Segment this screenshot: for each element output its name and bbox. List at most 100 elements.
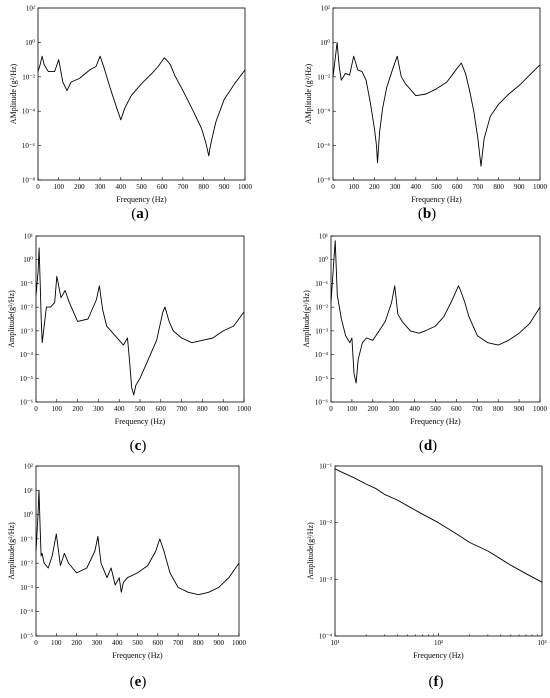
x-tick-label: 500 bbox=[135, 405, 146, 413]
y-tick-label: 10⁻¹ bbox=[20, 535, 33, 543]
y-tick-label: 10⁻³ bbox=[315, 327, 328, 335]
x-tick-label: 200 bbox=[74, 183, 85, 191]
y-tick-label: 10¹ bbox=[24, 487, 33, 495]
x-axis-label: Frequency (Hz) bbox=[410, 417, 461, 426]
axes-frame bbox=[334, 465, 543, 637]
y-tick-label: 10⁻⁴ bbox=[319, 633, 333, 641]
x-tick-label: 100 bbox=[347, 405, 358, 413]
x-tick-label: 1000 bbox=[232, 639, 247, 647]
x-tick-label: 10³ bbox=[537, 639, 546, 647]
y-tick-label: 10² bbox=[321, 5, 330, 13]
axes-frame bbox=[35, 465, 240, 637]
y-tick-label: 10⁻⁶ bbox=[317, 142, 331, 150]
x-tick-label: 900 bbox=[219, 183, 230, 191]
y-tick-label: 10² bbox=[24, 463, 33, 471]
x-tick-label: 500 bbox=[430, 405, 441, 413]
x-tick-label: 800 bbox=[197, 405, 208, 413]
axes-frame bbox=[330, 235, 541, 403]
y-tick-label: 10⁻⁸ bbox=[317, 177, 331, 185]
x-tick-label: 0 bbox=[36, 183, 40, 191]
x-tick-label: 0 bbox=[34, 405, 38, 413]
x-tick-label: 700 bbox=[472, 405, 483, 413]
y-tick-label: 10⁻³ bbox=[20, 327, 33, 335]
y-tick-label: 10⁻⁵ bbox=[20, 375, 34, 383]
x-tick-label: 700 bbox=[473, 183, 484, 191]
data-series-line bbox=[35, 489, 240, 596]
chart-panel-c: 0 100 200 300 400 500 600 700 800 900 1000 10⁻⁶ 10⁻⁵… bbox=[7, 233, 252, 455]
x-tick-label: 700 bbox=[176, 405, 187, 413]
y-axis-label: Amplitude(g²/Hz) bbox=[7, 290, 16, 348]
x-tick-label: 800 bbox=[193, 639, 204, 647]
x-tick-label: 800 bbox=[198, 183, 209, 191]
y-axis-label: Amplitude(g²/Hz) bbox=[7, 522, 16, 580]
y-tick-label: 10⁻⁵ bbox=[315, 375, 329, 383]
y-tick-label: 10⁻² bbox=[319, 519, 332, 527]
y-axis-label: Amplitude(g²/Hz) bbox=[306, 522, 315, 580]
x-tick-label: 200 bbox=[368, 405, 379, 413]
y-tick-label: 10⁻² bbox=[317, 73, 330, 81]
y-tick-label: 10⁻³ bbox=[20, 584, 33, 592]
x-tick-label: 300 bbox=[390, 183, 401, 191]
y-tick-label: 10⁻⁶ bbox=[22, 142, 36, 150]
y-tick-label: 10⁰ bbox=[320, 39, 330, 47]
x-tick-label: 0 bbox=[331, 183, 335, 191]
y-tick-label: 10⁻⁶ bbox=[315, 399, 329, 407]
x-tick-label: 400 bbox=[112, 639, 123, 647]
y-tick-label: 10⁻² bbox=[20, 304, 33, 312]
x-tick-label: 100 bbox=[53, 183, 64, 191]
x-axis-label: Frequency (Hz) bbox=[413, 651, 464, 660]
y-tick-label: 10¹ bbox=[24, 233, 33, 241]
x-tick-label: 400 bbox=[411, 183, 422, 191]
x-tick-label: 500 bbox=[431, 183, 442, 191]
x-tick-label: 500 bbox=[136, 183, 147, 191]
y-tick-label: 10⁻² bbox=[22, 73, 35, 81]
x-tick-label: 900 bbox=[218, 405, 229, 413]
chart-panel-e: 0 100 200 300 400 500 600 700 800 900 1000 10⁻⁵ 10⁻⁴… bbox=[7, 463, 247, 691]
panel-label: (a) bbox=[131, 206, 149, 222]
x-tick-label: 600 bbox=[156, 405, 167, 413]
x-axis-label: Frequency (Hz) bbox=[115, 417, 166, 426]
chart-panel-f: 10¹ 10² 10³ 10⁻⁴ 10⁻³ 10⁻² 10⁻¹ Frequency (Hz) A… bbox=[306, 463, 547, 691]
axes-frame bbox=[37, 7, 246, 181]
x-tick-label: 200 bbox=[71, 639, 82, 647]
y-tick-label: 10⁻¹ bbox=[20, 280, 33, 288]
y-tick-label: 10⁻¹ bbox=[315, 280, 328, 288]
data-series-line bbox=[334, 468, 543, 583]
panel-label: (e) bbox=[130, 674, 147, 690]
x-axis-label: Frequency (Hz) bbox=[116, 195, 167, 204]
x-tick-label: 1000 bbox=[533, 183, 548, 191]
data-series-line bbox=[35, 247, 245, 396]
x-tick-label: 700 bbox=[173, 639, 184, 647]
panel-label: (b) bbox=[418, 206, 436, 222]
x-tick-label: 1000 bbox=[533, 405, 548, 413]
y-tick-label: 10⁰ bbox=[25, 39, 35, 47]
y-tick-label: 10⁻⁴ bbox=[317, 108, 331, 116]
y-axis-label: AMplitude (g²/Hz) bbox=[304, 63, 313, 124]
y-axis-label: Amplitude(g²/Hz) bbox=[302, 290, 311, 348]
chart-panel-d: 0 100 200 300 400 500 600 700 800 900 1000 10⁻⁶ 10⁻⁵… bbox=[302, 233, 548, 455]
panel-label: (f) bbox=[429, 674, 444, 690]
x-tick-label: 900 bbox=[213, 639, 224, 647]
data-series-line bbox=[332, 41, 541, 167]
x-axis-label: Frequency (Hz) bbox=[112, 651, 163, 660]
y-tick-label: 10⁻³ bbox=[319, 576, 332, 584]
y-tick-label: 10⁻⁶ bbox=[20, 399, 34, 407]
x-tick-label: 300 bbox=[93, 405, 104, 413]
x-tick-label: 0 bbox=[329, 405, 333, 413]
y-tick-label: 10⁻⁸ bbox=[22, 177, 36, 185]
x-tick-label: 600 bbox=[451, 405, 462, 413]
y-tick-label: 10⁰ bbox=[23, 256, 33, 264]
y-tick-label: 10⁰ bbox=[318, 256, 328, 264]
x-tick-label: 200 bbox=[72, 405, 83, 413]
x-tick-label: 400 bbox=[116, 183, 127, 191]
x-tick-label: 0 bbox=[34, 639, 38, 647]
data-series-line bbox=[330, 240, 541, 384]
chart-panel-b: 0 100 200 300 400 500 600 700 800 900 1000 10⁻⁸ 10⁻⁶… bbox=[304, 5, 548, 223]
x-tick-label: 1000 bbox=[238, 183, 253, 191]
x-tick-label: 500 bbox=[132, 639, 143, 647]
x-tick-label: 300 bbox=[95, 183, 106, 191]
y-tick-label: 10¹ bbox=[319, 233, 328, 241]
chart-panel-a: 0 100 200 300 400 500 600 700 800 900 1000 10⁻⁸ 10⁻⁶… bbox=[9, 5, 253, 223]
y-tick-label: 10⁻⁴ bbox=[22, 108, 36, 116]
